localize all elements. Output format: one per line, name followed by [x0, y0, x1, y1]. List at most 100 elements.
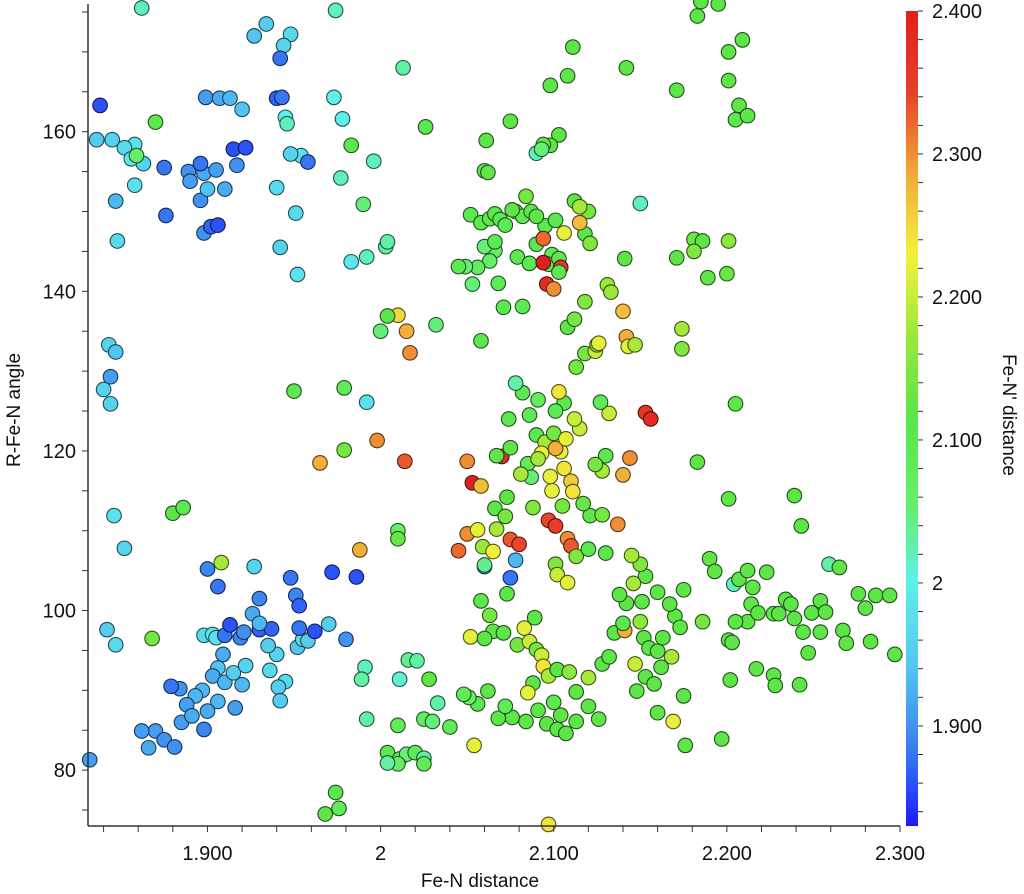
data-point — [261, 662, 278, 679]
y-tick-label: 160 — [43, 122, 76, 144]
data-point — [166, 739, 183, 755]
data-point — [258, 16, 275, 32]
data-point — [272, 692, 289, 709]
data-point — [481, 607, 498, 624]
data-point — [514, 298, 531, 315]
data-point — [748, 660, 765, 677]
data-point — [355, 196, 372, 213]
data-point — [379, 755, 396, 771]
data-point — [720, 72, 737, 89]
data-point — [582, 235, 598, 252]
data-point — [466, 737, 482, 754]
data-point — [519, 684, 536, 701]
data-point — [694, 233, 711, 249]
data-point — [663, 648, 680, 665]
data-point — [713, 731, 730, 747]
data-point — [92, 97, 108, 114]
data-point — [625, 575, 642, 592]
data-point — [795, 624, 811, 640]
data-point — [487, 233, 503, 250]
data-point — [646, 676, 662, 692]
data-point — [674, 320, 690, 337]
data-point — [551, 127, 567, 143]
data-point — [199, 561, 216, 577]
points-layer — [81, 0, 903, 833]
colorbar — [906, 11, 918, 826]
data-point — [490, 275, 507, 292]
data-point — [268, 179, 285, 196]
data-point — [571, 198, 588, 215]
data-point — [144, 630, 160, 647]
data-point — [542, 468, 559, 485]
data-point — [320, 616, 337, 632]
data-point — [109, 233, 126, 249]
y-tick-label: 120 — [43, 441, 76, 463]
data-point — [699, 269, 716, 286]
data-point — [665, 713, 682, 730]
data-point — [724, 634, 740, 651]
data-point — [106, 507, 122, 524]
data-point — [158, 207, 174, 224]
data-point — [107, 344, 124, 360]
data-point — [353, 671, 370, 688]
data-point — [324, 564, 340, 581]
colorbar-tick-label: 2.400 — [932, 1, 982, 23]
data-point — [886, 646, 903, 663]
data-point — [459, 453, 476, 470]
data-point — [812, 624, 829, 640]
data-point — [601, 405, 617, 422]
data-point — [719, 265, 735, 282]
data-point — [526, 609, 543, 626]
data-point — [675, 688, 692, 704]
data-point — [689, 454, 706, 470]
colorbar-tick-label: 1.900 — [932, 716, 982, 738]
data-point — [580, 669, 597, 686]
data-point — [706, 563, 723, 580]
data-point — [575, 495, 592, 512]
data-point — [81, 751, 98, 768]
data-point — [251, 615, 268, 632]
data-point — [653, 659, 669, 676]
data-point — [208, 162, 224, 178]
data-point — [358, 249, 375, 265]
data-point — [622, 450, 638, 466]
data-point — [623, 547, 640, 564]
data-point — [289, 266, 306, 283]
data-point — [409, 652, 425, 669]
data-point — [379, 233, 396, 250]
data-point — [693, 0, 709, 10]
data-point — [758, 564, 775, 581]
data-point — [332, 170, 349, 186]
data-point — [720, 490, 737, 507]
data-point — [504, 202, 521, 218]
data-point — [327, 2, 344, 19]
data-point — [544, 482, 560, 499]
data-point — [561, 664, 578, 680]
data-point — [184, 708, 200, 724]
data-point — [739, 107, 756, 124]
data-point — [770, 605, 787, 622]
data-point — [507, 552, 524, 569]
data-point — [246, 558, 263, 575]
data-point — [549, 566, 566, 583]
data-point — [282, 569, 299, 586]
data-point — [530, 702, 546, 719]
data-point — [592, 394, 609, 411]
y-tick-label: 80 — [54, 760, 76, 782]
data-point — [628, 683, 645, 699]
x-tick-label: 2 — [375, 843, 386, 865]
data-point — [551, 384, 567, 400]
data-point — [540, 816, 557, 833]
x-tick-label: 2.100 — [529, 843, 579, 865]
data-point — [850, 585, 867, 602]
data-point — [306, 623, 323, 640]
data-point — [490, 710, 507, 727]
data-point — [485, 543, 501, 560]
data-point — [547, 212, 564, 229]
data-point — [566, 311, 583, 328]
data-point — [424, 713, 441, 730]
data-point — [464, 276, 481, 292]
data-point — [286, 383, 302, 399]
data-point — [495, 299, 512, 316]
data-point — [502, 113, 519, 130]
